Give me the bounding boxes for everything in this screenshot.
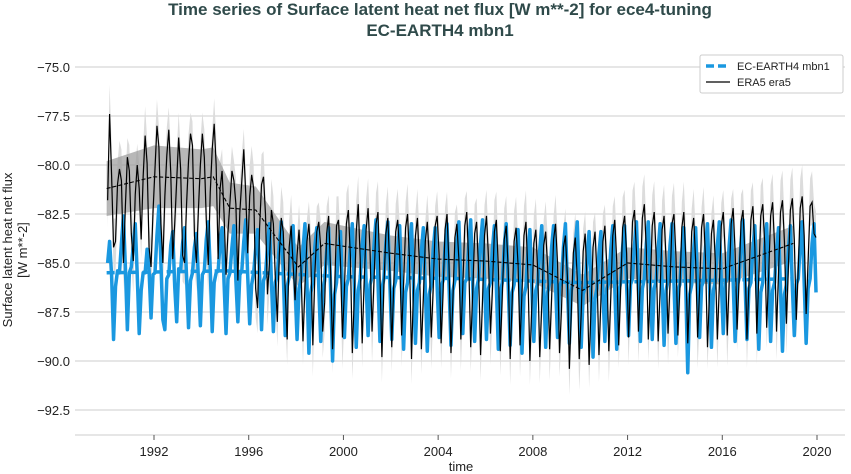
y-tick-label: −90.0 xyxy=(37,354,70,369)
chart-subtitle: EC-EARTH4 mbn1 xyxy=(366,21,513,40)
y-tick-label: −92.5 xyxy=(37,403,70,418)
chart-title: Time series of Surface latent heat net f… xyxy=(168,0,712,19)
model-rolling-mean-line xyxy=(106,269,794,285)
y-tick-label: −85.0 xyxy=(37,256,70,271)
y-tick-label: −77.5 xyxy=(37,109,70,124)
y-tick-label: −75.0 xyxy=(37,60,70,75)
x-tick-label: 2000 xyxy=(329,444,358,459)
series-lines xyxy=(105,114,818,375)
legend-label-model: EC-EARTH4 mbn1 xyxy=(737,61,830,73)
y-tick-label: −82.5 xyxy=(37,207,70,222)
legend-label-obs: ERA5 era5 xyxy=(737,77,791,89)
x-tick-label: 2012 xyxy=(613,444,642,459)
era5-rolling-mean-line xyxy=(106,176,794,292)
x-tick-label: 2020 xyxy=(803,444,832,459)
y-tick-label: −80.0 xyxy=(37,158,70,173)
y-axis-label: Surface latent heat net flux xyxy=(0,172,15,327)
x-tick-labels: 1992 1996 2000 2004 2008 2012 2016 2020 xyxy=(140,435,832,459)
x-axis-label: time xyxy=(449,459,474,474)
y-tick-labels: −75.0 −77.5 −80.0 −82.5 −85.0 −87.5 −90.0 −92.5 xyxy=(37,60,70,418)
x-tick-label: 2016 xyxy=(708,444,737,459)
y-axis-units: [W m**-2] xyxy=(15,222,30,278)
legend: EC-EARTH4 mbn1 ERA5 era5 xyxy=(699,54,844,94)
era5-monthly-line xyxy=(107,114,817,369)
x-tick-label: 2008 xyxy=(518,444,547,459)
x-tick-label: 1992 xyxy=(140,444,169,459)
x-tick-label: 1996 xyxy=(234,444,263,459)
x-tick-label: 2004 xyxy=(424,444,453,459)
y-tick-label: −87.5 xyxy=(37,305,70,320)
legend-box xyxy=(699,54,844,94)
